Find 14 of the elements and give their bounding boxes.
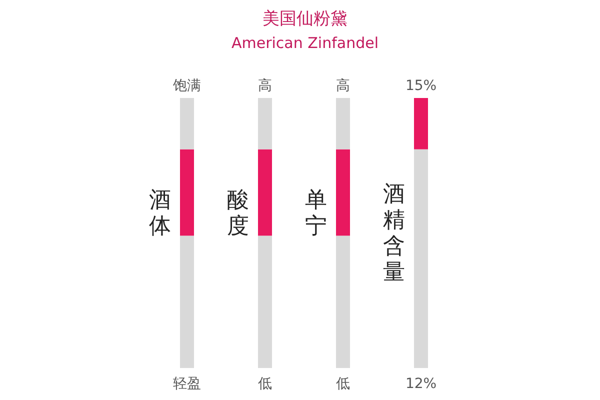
chart-subtitle: American Zinfandel xyxy=(232,34,378,52)
chart-title: 美国仙粉黛 xyxy=(262,9,348,29)
x-tick-label: 酒体 xyxy=(149,188,171,239)
text: 低 xyxy=(336,376,350,392)
text: 饱满 xyxy=(172,78,201,94)
x-tick-label: 酸度 xyxy=(227,188,249,239)
text: 15% xyxy=(405,78,437,94)
text: 12% xyxy=(405,376,437,392)
x-tick-label: 酒精含量 xyxy=(383,182,405,285)
text: 高 xyxy=(336,78,350,94)
text: 轻盈 xyxy=(173,376,201,392)
text: 低 xyxy=(258,376,272,392)
text: 高 xyxy=(258,78,272,94)
x-tick-label: 单宁 xyxy=(305,188,327,239)
